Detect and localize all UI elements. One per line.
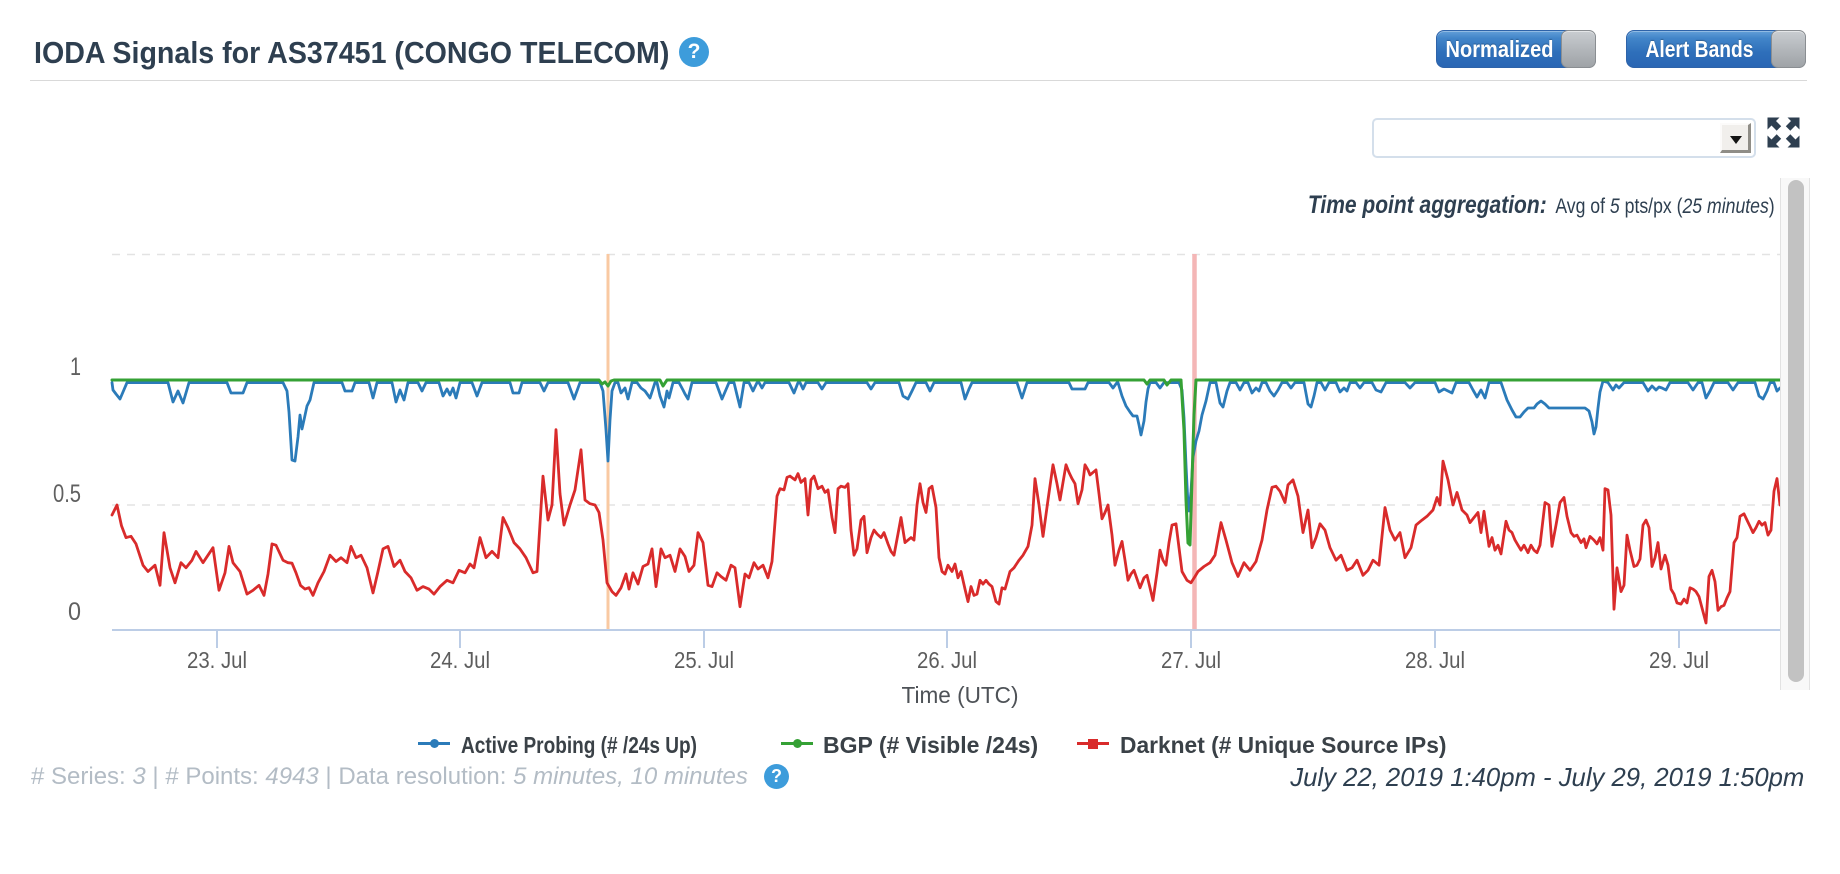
svg-text:0.5: 0.5 — [53, 480, 81, 508]
svg-text:26. Jul: 26. Jul — [917, 647, 977, 673]
svg-text:23. Jul: 23. Jul — [187, 647, 247, 673]
svg-text:0: 0 — [68, 598, 81, 626]
svg-text:28. Jul: 28. Jul — [1405, 647, 1465, 673]
svg-text:1: 1 — [70, 353, 81, 381]
svg-text:Time (UTC): Time (UTC) — [902, 682, 1019, 708]
svg-text:25. Jul: 25. Jul — [674, 647, 734, 673]
svg-text:29. Jul: 29. Jul — [1649, 647, 1709, 673]
svg-text:27. Jul: 27. Jul — [1161, 647, 1221, 673]
svg-text:24. Jul: 24. Jul — [430, 647, 490, 673]
